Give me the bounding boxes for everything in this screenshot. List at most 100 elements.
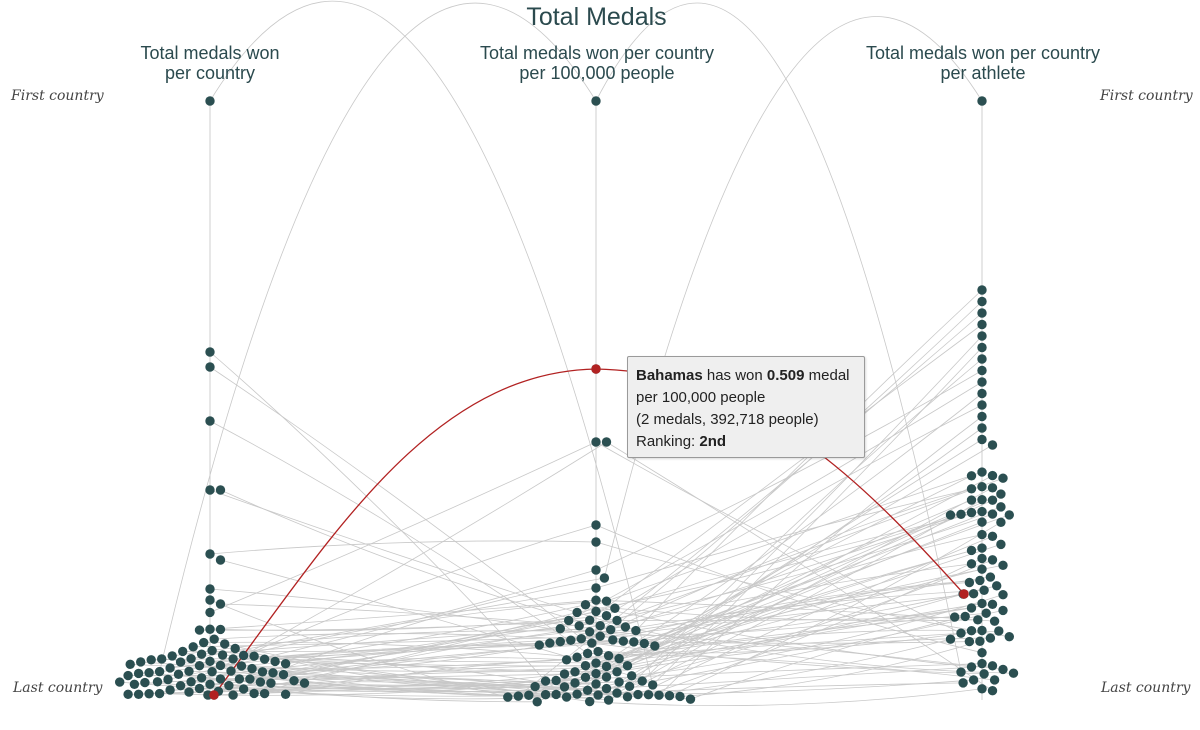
country-dot bbox=[593, 646, 603, 657]
country-dot bbox=[280, 659, 291, 669]
country-dot bbox=[614, 677, 624, 687]
country-dot bbox=[205, 624, 215, 634]
country-dot bbox=[152, 677, 163, 687]
country-dot bbox=[205, 485, 215, 495]
country-dot bbox=[580, 661, 591, 671]
country-dot bbox=[280, 689, 291, 700]
country-dot bbox=[956, 628, 966, 638]
country-link bbox=[564, 393, 983, 688]
country-link bbox=[627, 521, 983, 667]
country-link bbox=[581, 512, 972, 640]
country-dot bbox=[977, 658, 987, 669]
country-dot bbox=[165, 663, 175, 673]
country-link bbox=[600, 603, 993, 637]
tooltip-line2: per 100,000 people bbox=[636, 389, 766, 406]
country-link bbox=[604, 16, 983, 579]
tooltip-ranking: 2nd bbox=[699, 433, 727, 450]
country-dot bbox=[278, 669, 289, 680]
country-dot bbox=[964, 636, 975, 647]
country-dot bbox=[163, 674, 173, 685]
country-dot bbox=[977, 388, 987, 399]
country-dot bbox=[215, 485, 226, 495]
country-dot bbox=[977, 342, 987, 353]
country-dot bbox=[620, 622, 631, 632]
country-dot bbox=[601, 661, 612, 672]
country-dot bbox=[125, 659, 135, 670]
country-dot bbox=[998, 589, 1008, 600]
country-dot bbox=[987, 440, 998, 450]
country-dot bbox=[215, 599, 226, 609]
country-link bbox=[589, 563, 972, 633]
chart-title: Total Medals bbox=[526, 3, 667, 31]
country-dot bbox=[987, 470, 998, 481]
country-dot bbox=[215, 660, 226, 671]
country-dot bbox=[570, 678, 580, 688]
axis-title-per-capita-line2: per 100,000 people bbox=[519, 63, 675, 83]
country-dot bbox=[960, 611, 970, 622]
tooltip-text-has-won: has won bbox=[702, 367, 767, 384]
country-dot bbox=[977, 377, 987, 387]
country-dot bbox=[977, 684, 987, 694]
country-dot bbox=[956, 667, 966, 677]
country-link bbox=[654, 514, 1010, 647]
country-dot bbox=[540, 676, 551, 686]
country-dot bbox=[629, 637, 639, 647]
country-dot bbox=[945, 510, 956, 520]
country-link bbox=[589, 688, 983, 707]
country-link bbox=[209, 366, 599, 652]
country-dot bbox=[1008, 668, 1019, 678]
country-dot bbox=[612, 667, 622, 677]
country-dot-highlight bbox=[959, 589, 969, 599]
country-dot bbox=[582, 685, 593, 695]
country-dot bbox=[966, 662, 977, 672]
country-dot bbox=[228, 654, 238, 664]
country-dot bbox=[977, 494, 987, 505]
country-dot bbox=[977, 423, 987, 433]
country-links bbox=[119, 0, 1014, 707]
country-link bbox=[595, 541, 1010, 638]
country-dot-highlight bbox=[591, 364, 601, 374]
country-dot bbox=[664, 690, 675, 701]
country-dot bbox=[503, 692, 513, 702]
country-dot bbox=[985, 633, 996, 643]
country-dot bbox=[268, 668, 278, 678]
country-link bbox=[595, 441, 962, 634]
country-dot bbox=[555, 623, 565, 634]
country-link bbox=[637, 535, 993, 695]
country-dot bbox=[570, 667, 580, 677]
country-dot bbox=[977, 319, 987, 330]
country-dot bbox=[996, 489, 1006, 499]
country-dot bbox=[540, 689, 551, 700]
country-dot bbox=[123, 689, 133, 700]
country-dot bbox=[574, 621, 584, 631]
country-dot bbox=[249, 688, 259, 699]
country-dot bbox=[968, 589, 979, 599]
country-link bbox=[679, 640, 981, 697]
tooltip-line1: Bahamas has won 0.509 medal bbox=[636, 365, 856, 387]
country-link bbox=[199, 681, 578, 695]
country-dot bbox=[987, 531, 998, 542]
country-dot bbox=[643, 689, 654, 700]
country-dot bbox=[998, 605, 1008, 616]
country-dot bbox=[226, 666, 236, 676]
country-dot bbox=[966, 471, 977, 481]
country-link bbox=[209, 420, 588, 654]
country-dot bbox=[975, 636, 985, 646]
country-dot bbox=[985, 572, 996, 582]
country-dot bbox=[572, 652, 582, 662]
country-dot bbox=[966, 507, 977, 518]
country-dot bbox=[977, 331, 987, 341]
country-dot bbox=[146, 655, 156, 665]
country-dot bbox=[289, 675, 299, 686]
country-dot bbox=[524, 690, 534, 700]
axis-title-total: Total medals won per country bbox=[45, 43, 375, 83]
country-dot bbox=[249, 651, 259, 661]
country-dot bbox=[968, 675, 979, 685]
country-link bbox=[589, 324, 983, 621]
country-dot bbox=[966, 484, 977, 494]
tooltip-value: 0.509 bbox=[766, 367, 805, 384]
country-dots bbox=[115, 96, 1019, 707]
country-dot bbox=[601, 611, 612, 621]
country-dot bbox=[987, 509, 998, 519]
